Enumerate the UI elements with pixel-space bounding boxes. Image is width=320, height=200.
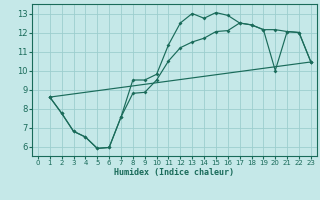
X-axis label: Humidex (Indice chaleur): Humidex (Indice chaleur) (115, 168, 234, 177)
